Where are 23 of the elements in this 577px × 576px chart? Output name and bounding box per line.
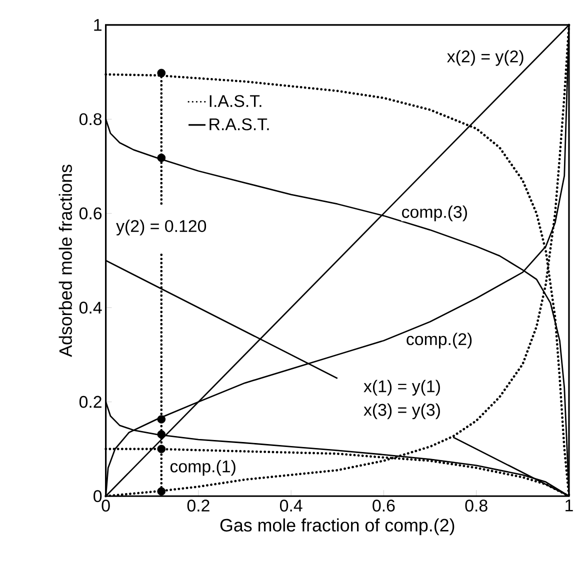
legend-label: I.A.S.T.	[210, 95, 262, 108]
x-tick-label: 0.6	[372, 500, 395, 512]
legend-label: R.A.S.T.	[210, 118, 269, 130]
y-tick-label: 0.4	[79, 302, 102, 314]
y-tick-label: 0.8	[79, 113, 102, 126]
x-tick-label: 0	[102, 500, 110, 512]
y-tick-label: 0.2	[79, 396, 102, 408]
y-tick-label: 0.6	[79, 207, 102, 220]
y-tick-label: 1	[94, 19, 102, 31]
annotation: comp.(3)	[402, 206, 467, 222]
annotation: comp.(1)	[170, 460, 236, 476]
y-axis-title: Adsorbed mole fractions	[58, 164, 72, 358]
x-tick-label: 0.2	[187, 500, 210, 512]
annotation: y(2) = 0.120	[116, 220, 206, 236]
x-tick-label: 1	[566, 500, 573, 512]
annotation: comp.(2)	[406, 332, 472, 349]
x-tick-label: 0.4	[280, 500, 302, 512]
x-axis-title: Gas mole fraction of comp.(2)	[220, 518, 454, 536]
x-tick-label: 0.8	[465, 500, 488, 512]
y-tick-label: 0	[94, 490, 102, 502]
annotation: x(1) = y(1)	[364, 380, 440, 396]
annotation: x(3) = y(3)	[364, 403, 440, 420]
annotation: x(2) = y(2)	[447, 50, 524, 66]
